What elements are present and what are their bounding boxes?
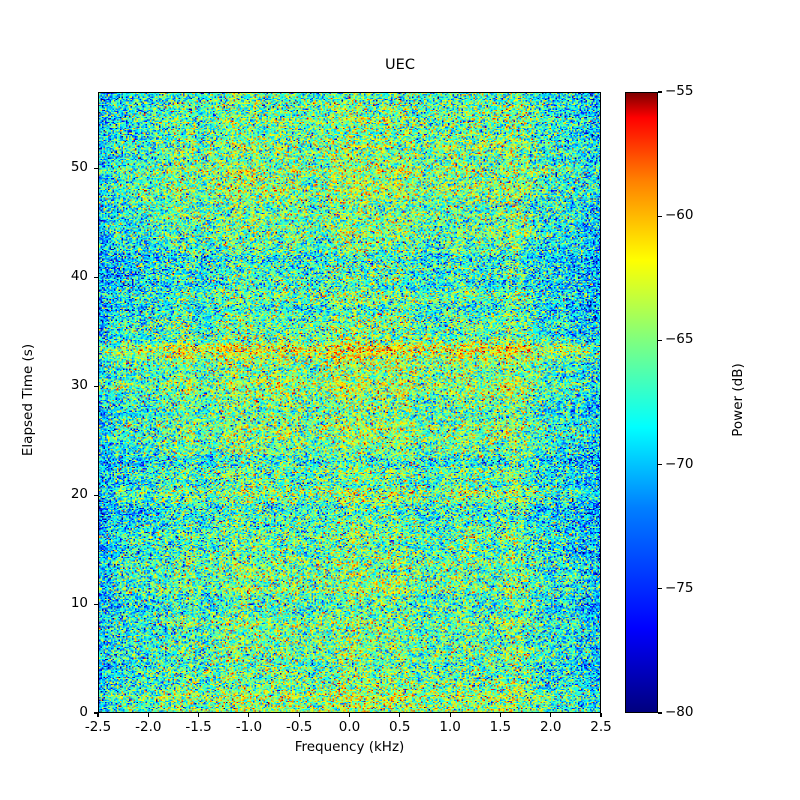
colorbar-tick-label: −70	[665, 455, 694, 472]
title-station: UEC	[385, 57, 415, 74]
colorbar-tick-mark	[658, 215, 662, 217]
x-tick-mark	[298, 713, 300, 717]
colorbar-tick-label: −80	[665, 704, 694, 720]
colorbar-label: Power (dB)	[730, 363, 746, 437]
colorbar-tick-mark	[658, 588, 662, 590]
x-tick-mark	[248, 713, 250, 717]
spectrogram-heatmap	[99, 93, 600, 712]
x-tick-label: -2.5	[84, 719, 112, 735]
x-tick-mark	[600, 713, 602, 717]
y-tick-mark	[94, 494, 98, 496]
colorbar-tick-mark	[658, 464, 662, 466]
x-tick-mark	[147, 713, 149, 717]
colorbar-tick-label: −55	[665, 83, 694, 99]
y-tick-label: 0	[79, 704, 88, 720]
y-tick-mark	[94, 603, 98, 605]
x-tick-label: 0.0	[338, 719, 361, 735]
x-tick-label: 2.5	[590, 719, 612, 735]
colorbar-tick-mark	[658, 339, 662, 341]
y-tick-mark	[94, 167, 98, 169]
x-tick-label: -0.5	[286, 719, 313, 735]
colorbar-tick-mark	[658, 91, 662, 93]
colorbar	[625, 92, 658, 713]
x-tick-mark	[348, 713, 351, 717]
y-tick-label: 20	[70, 486, 88, 503]
y-tick-label: 30	[70, 377, 88, 394]
x-tick-mark	[399, 713, 401, 717]
y-tick-label: 10	[70, 595, 88, 612]
y-tick-mark	[94, 276, 98, 278]
x-tick-label: 0.5	[389, 719, 411, 735]
y-tick-mark	[94, 385, 98, 387]
y-tick-label: 50	[70, 159, 88, 176]
x-tick-label: 2.0	[539, 719, 562, 735]
colorbar-tick-label: −65	[665, 331, 694, 348]
colorbar-tick-mark	[658, 712, 662, 714]
x-tick-mark	[198, 713, 200, 717]
y-tick-label: 40	[70, 268, 88, 285]
x-axis-label: Frequency (kHz)	[294, 739, 405, 755]
x-tick-label: -1.5	[185, 719, 212, 735]
x-tick-label: -1.0	[235, 719, 263, 735]
spectrogram-plot-area	[98, 92, 601, 713]
x-tick-mark	[499, 713, 501, 717]
colorbar-tick-label: −75	[665, 579, 694, 596]
x-tick-label: -2.0	[135, 719, 162, 735]
x-tick-label: 1.5	[489, 719, 512, 735]
x-tick-mark	[449, 713, 451, 717]
x-tick-mark	[550, 713, 552, 717]
colorbar-tick-label: −60	[665, 207, 694, 224]
x-tick-mark	[97, 713, 99, 717]
y-axis-label: Elapsed Time (s)	[20, 343, 36, 457]
y-tick-mark	[94, 712, 98, 714]
x-tick-label: 1.0	[439, 719, 461, 735]
